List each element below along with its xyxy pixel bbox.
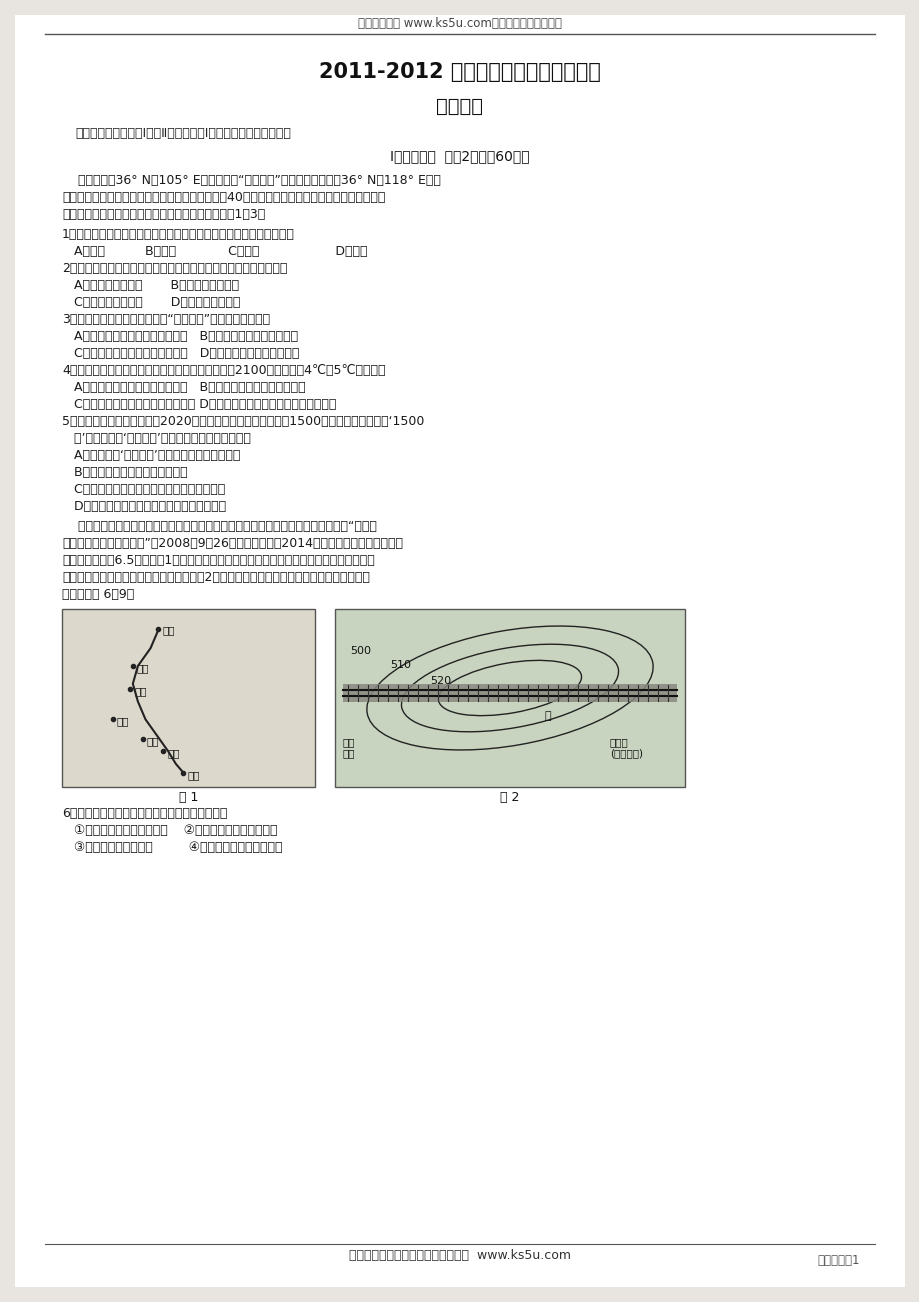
Text: Ⅰ卷（选择题  每题2分，內60分）: Ⅰ卷（选择题 每题2分，內60分） (390, 148, 529, 163)
Text: C．该指标与资源数量、科技发展水平成反比: C．该指标与资源数量、科技发展水平成反比 (62, 483, 225, 496)
Text: 兰州: 兰州 (162, 625, 175, 635)
Text: 陀中: 陀中 (117, 716, 129, 727)
Text: 欢迎广大教师踊跃来稿，稿酬丰厚。  www.ks5u.com: 欢迎广大教师踊跃来稿，稿酬丰厚。 www.ks5u.com (348, 1249, 571, 1262)
Text: A．位于黄土高原，土壤深厚肖沃   B．温带季风气候，雨热同期: A．位于黄土高原，土壤深厚肖沃 B．温带季风气候，雨热同期 (62, 329, 298, 342)
Text: 寿光种植的反季节蔬菜每年冬天供不应求。据此回味1～3题: 寿光种植的反季节蔬菜每年冬天供不应求。据此回味1～3题 (62, 208, 265, 221)
Text: 切坡
工程: 切坡 工程 (343, 737, 355, 759)
Text: 阆中: 阆中 (167, 749, 179, 758)
Text: A．三江平原水稻种植面积将扩大   B．春小麦种植范围将向南扩展: A．三江平原水稻种植面积将扩大 B．春小麦种植范围将向南扩展 (62, 381, 305, 395)
Text: 4．热量条件制约着农作物的种类和分布范围。若儰2100年全球升温4℃～5℃，则我国: 4．热量条件制约着农作物的种类和分布范围。若儰2100年全球升温4℃～5℃，则我… (62, 365, 385, 378)
Text: 州到重庆只需要6.5小时。图1为兰渝鐵路线路图，线路由北向南分别经过黄土高原、秦岭南: 州到重庆只需要6.5小时。图1为兰渝鐵路线路图，线路由北向南分别经过黄土高原、秦… (62, 553, 374, 566)
Text: C．南方山地毛竹分布的海拔将降低 D．辽东半岛适宜种植甜菜的面积将扩大: C．南方山地毛竹分布的海拔将降低 D．辽东半岛适宜种植甜菜的面积将扩大 (62, 398, 336, 411)
Text: B．该指标与对外开放程度成正比: B．该指标与对外开放程度成正比 (62, 466, 187, 479)
Text: 500: 500 (349, 646, 370, 656)
Text: 2011-2012 学年度下学期期末质量检测: 2011-2012 学年度下学期期末质量检测 (319, 62, 600, 82)
Text: A．让广州人‘活得舒服’的指标是指环境人口容量: A．让广州人‘活得舒服’的指标是指环境人口容量 (62, 449, 240, 462)
Text: 产极多、矿产极富之地区”。2008年9月26日在兰州开工，2014年全线通车。通车后，从兰: 产极多、矿产极富之地区”。2008年9月26日在兰州开工，2014年全线通车。通… (62, 536, 403, 549)
Text: ①大漠孤烟直，长河落日圆    ②仰望山接天，俧视江如线: ①大漠孤烟直，长河落日圆 ②仰望山接天，俧视江如线 (62, 824, 278, 837)
Text: 等高线
(单位：米): 等高线 (单位：米) (609, 737, 642, 759)
Bar (335, 609, 685, 786)
Bar (62, 609, 314, 786)
Text: 甘肃榆中（36° N，105° E）是我国的“高原夏菜”基地，山东寿光（36° N，118° E）是: 甘肃榆中（36° N，105° E）是我国的“高原夏菜”基地，山东寿光（36° … (62, 174, 440, 187)
Text: 6．该鐵路线通车后，旅客沿途可以看到成感受到: 6．该鐵路线通车后，旅客沿途可以看到成感受到 (62, 807, 227, 820)
Text: 鐵: 鐵 (544, 711, 551, 721)
Text: 高考资源网（ www.ks5u.com），您身边的高考专家: 高考资源网（ www.ks5u.com），您身边的高考专家 (357, 17, 562, 30)
Text: 武都: 武都 (134, 686, 147, 697)
Text: 1．寿光反季节蔬菜大棚生产技术主要得益于改善了下列区位因素中的: 1．寿光反季节蔬菜大棚生产技术主要得益于改善了下列区位因素中的 (62, 228, 295, 241)
Text: 广元: 广元 (147, 736, 159, 746)
Bar (343, 684, 676, 702)
Text: 万’是让广州人‘活得舒服’的指标。下列说法正确的是: 万’是让广州人‘活得舒服’的指标。下列说法正确的是 (62, 432, 251, 445)
Text: C．海拔高，光照好，昼夜温差大   D．平原地形，地势平坦广阔: C．海拔高，光照好，昼夜温差大 D．平原地形，地势平坦广阔 (62, 348, 299, 359)
Text: C．便捷的交通运输       D．完善的市场体系: C．便捷的交通运输 D．完善的市场体系 (62, 296, 240, 309)
Text: 510: 510 (390, 660, 411, 671)
Text: 小县: 小县 (137, 663, 149, 673)
Text: 重庆: 重庆 (187, 769, 199, 780)
Text: 3．与寿光相比，甘肃榆中发展“高原夏菜”的优势自然条件有: 3．与寿光相比，甘肃榆中发展“高原夏菜”的优势自然条件有 (62, 312, 270, 326)
Text: 我国有名的蔬菜之乡，山东寿光蔬菜每年交易量各40亿吨，市场面向全国的大小城市甚至世界。: 我国有名的蔬菜之乡，山东寿光蔬菜每年交易量各40亿吨，市场面向全国的大小城市甚至… (62, 191, 385, 204)
Text: 图 1: 图 1 (178, 792, 198, 805)
Text: 坡、四川盆地低山丘陵区三大地貌单元，图2为兰渝鐵路经过地区部分路段的等高线示意图。: 坡、四川盆地低山丘陵区三大地貌单元，图2为兰渝鐵路经过地区部分路段的等高线示意图… (62, 572, 369, 585)
Text: 注意事项：本试卷分Ⅰ卷和Ⅱ卷两部分，Ⅰ卷答案填涂在答题卡上。: 注意事项：本试卷分Ⅰ卷和Ⅱ卷两部分，Ⅰ卷答案填涂在答题卡上。 (75, 128, 290, 141)
Text: 5．根据广州市有关规定，到2020年末，全市常住人口应控制在1500万以内。应该说，这‘1500: 5．根据广州市有关规定，到2020年末，全市常住人口应控制在1500万以内。应该… (62, 415, 424, 428)
Text: 520: 520 (429, 676, 450, 686)
Text: 图 2: 图 2 (500, 792, 519, 805)
Text: D．该指标与人口文化和生活消费水平成正比: D．该指标与人口文化和生活消费水平成正比 (62, 500, 226, 513)
Text: 高一地理第1: 高一地理第1 (817, 1254, 859, 1267)
Text: 读图，完成 6～9题: 读图，完成 6～9题 (62, 589, 134, 602)
Text: A．优越的自然条件       B．过硬的产品质量: A．优越的自然条件 B．过硬的产品质量 (62, 279, 239, 292)
Text: A．热量          B．光照             C．地形                   D．水源: A．热量 B．光照 C．地形 D．水源 (62, 245, 367, 258)
Text: ③一道道梁来一道道川         ④晓见江山雾，宵闻夜雨来: ③一道道梁来一道道川 ④晓见江山雾，宵闻夜雨来 (62, 841, 282, 854)
Text: 兰渝鐵路最早出自孫中山先生的《建国方略》。孫先生在《建国方略》中指出此线“经过物: 兰渝鐵路最早出自孫中山先生的《建国方略》。孫先生在《建国方略》中指出此线“经过物 (62, 519, 377, 533)
Text: 高一地理: 高一地理 (436, 98, 483, 116)
Text: 2．寿光蔬菜得以在全国的大小城市甚至世界市场销售，主要得益于: 2．寿光蔬菜得以在全国的大小城市甚至世界市场销售，主要得益于 (62, 262, 287, 275)
